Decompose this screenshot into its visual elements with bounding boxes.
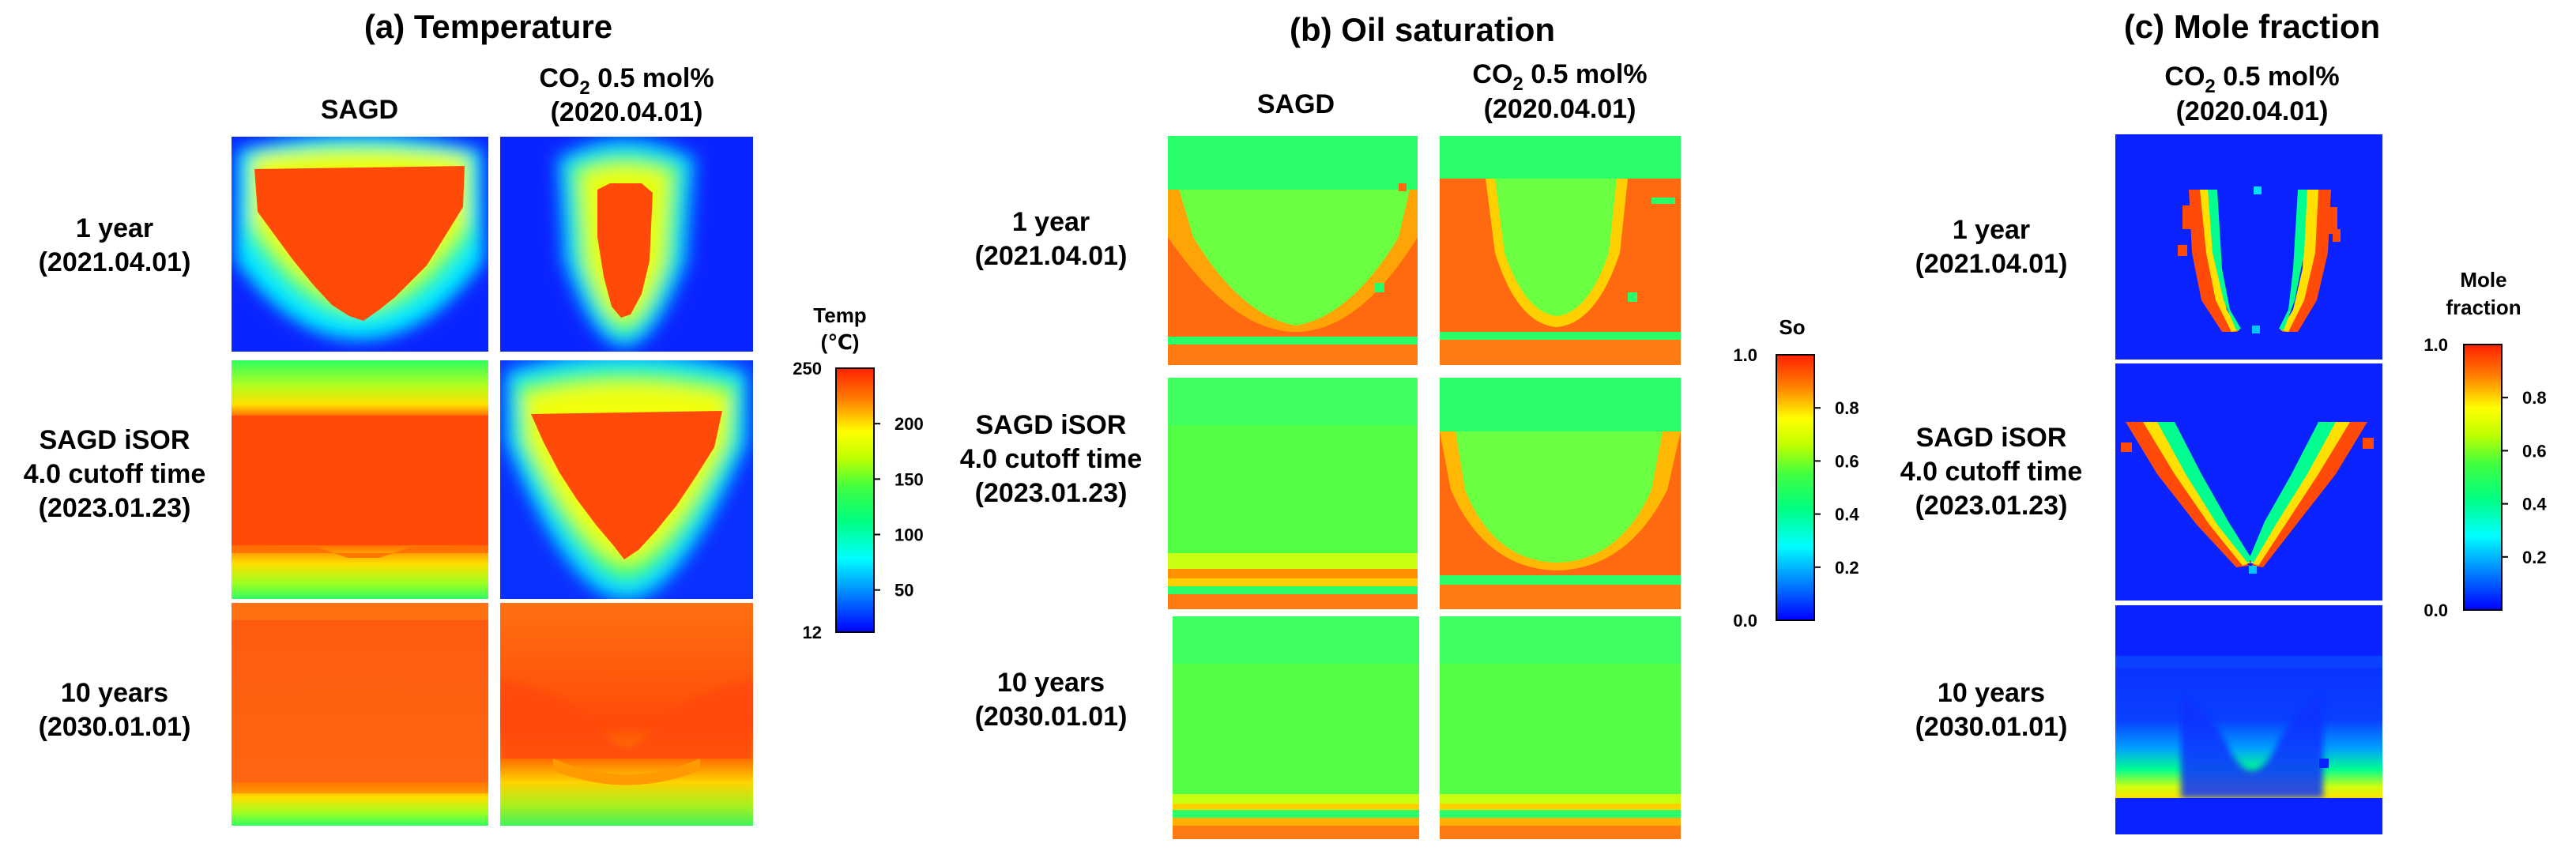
colorbar-tick-label: 0.2 [1835,558,1859,578]
row-label: 4.0 cutoff time [24,459,205,489]
column-label: CO2 0.5 mol% [1472,59,1647,95]
oil-saturation-map [1168,378,1418,609]
mole-fraction-map [2115,134,2382,360]
oil-saturation-map [1440,378,1681,609]
colorbar-mole-fraction: Mole fraction 1.0 0.0 0.8 0.6 0.4 0.2 [2423,268,2547,620]
row-date: (2030.01.01) [39,712,191,742]
oil-saturation-map [1168,136,1418,365]
panel-temperature: (a) Temperature SAGD CO2 0.5 mol% (2020.… [24,8,924,826]
colorbar-title: Mole [2460,268,2506,292]
colorbar-title: So [1779,315,1805,339]
colorbar-tick-label: 200 [894,414,924,434]
colorbar-unit: (℃) [821,330,860,354]
colorbar-tick-label: 0.8 [2522,388,2547,408]
colorbar-gradient [2463,344,2503,611]
row-label: 10 years [997,668,1105,698]
colorbar-ticks: 0.8 0.6 0.4 0.2 [2502,388,2547,567]
colorbar-title: Temp [813,303,866,327]
column-label: CO2 0.5 mol% [2164,62,2339,97]
row-date: (2030.01.01) [975,702,1128,732]
colorbar-min-label: 0.0 [1733,611,1757,631]
panel-mole-fraction: (c) Mole fraction CO2 0.5 mol% (2020.04.… [1900,8,2547,834]
colorbar-tick-label: 100 [894,525,924,545]
row-date: (2021.04.01) [975,241,1128,271]
row-label: 1 year [76,213,153,243]
colorbar-title: fraction [2446,296,2521,319]
colorbar-max-label: 1.0 [2423,335,2448,355]
colorbar-min-label: 0.0 [2423,601,2448,620]
row-date: (2021.04.01) [1915,249,2068,279]
row-date: (2030.01.01) [1915,712,2068,742]
row-label: SAGD iSOR [976,410,1127,440]
row-label: 1 year [1953,215,2030,245]
column-label: CO2 0.5 mol% [539,63,714,99]
colorbar-tick-label: 0.8 [1835,398,1859,418]
row-date: (2023.01.23) [39,493,191,523]
oil-saturation-map [1440,136,1681,365]
row-label: SAGD iSOR [40,425,190,455]
panel-title: (b) Oil saturation [1290,11,1555,48]
row-date: (2021.04.01) [39,247,191,277]
panel-title: (a) Temperature [364,8,612,45]
mole-fraction-map [2115,363,2382,601]
oil-saturation-map [1173,616,1419,839]
row-label: 4.0 cutoff time [1900,457,2082,487]
row-label: 1 year [1012,207,1090,237]
column-label: SAGD [321,95,398,125]
temperature-map [500,137,753,352]
colorbar-ticks: 0.8 0.6 0.4 0.2 [1814,398,1859,578]
colorbar-tick-label: 0.6 [1835,451,1859,471]
panel-title: (c) Mole fraction [2124,8,2380,45]
panel-oil-saturation: (b) Oil saturation SAGD CO2 0.5 mol% (20… [960,11,1859,839]
temperature-map [232,137,488,352]
colorbar-gradient [1776,354,1815,621]
mole-fraction-map [2115,605,2382,834]
column-date: (2020.04.01) [551,97,703,127]
row-date: (2023.01.23) [1915,491,2068,521]
colorbar-min-label: 12 [803,623,822,642]
colorbar-tick-label: 50 [894,581,913,601]
colorbar-tick-label: 0.2 [2522,548,2547,567]
column-date: (2020.04.01) [1484,94,1636,124]
colorbar-tick-label: 0.6 [2522,441,2547,461]
row-label: SAGD iSOR [1916,423,2067,453]
colorbar-temperature: Temp (℃) 250 12 200 150 100 50 [793,303,923,642]
colorbar-tick-label: 0.4 [2522,495,2547,514]
colorbar-gradient [835,367,875,633]
colorbar-oil-saturation: So 1.0 0.0 0.8 0.6 0.4 0.2 [1733,315,1859,631]
row-label: 10 years [1938,678,2045,708]
colorbar-max-label: 250 [793,359,822,378]
row-label: 10 years [61,678,168,708]
colorbar-tick-label: 150 [894,469,924,489]
temperature-map [232,360,488,599]
colorbar-ticks: 200 150 100 50 [874,414,924,601]
colorbar-max-label: 1.0 [1733,345,1757,365]
oil-saturation-map [1440,616,1681,839]
colorbar-tick-label: 0.4 [1835,505,1859,525]
temperature-map [500,603,753,826]
temperature-map [232,603,488,826]
column-date: (2020.04.01) [2176,96,2329,126]
column-label: SAGD [1257,89,1335,119]
row-date: (2023.01.23) [975,478,1128,508]
row-label: 4.0 cutoff time [960,444,1142,474]
temperature-map [500,360,753,599]
